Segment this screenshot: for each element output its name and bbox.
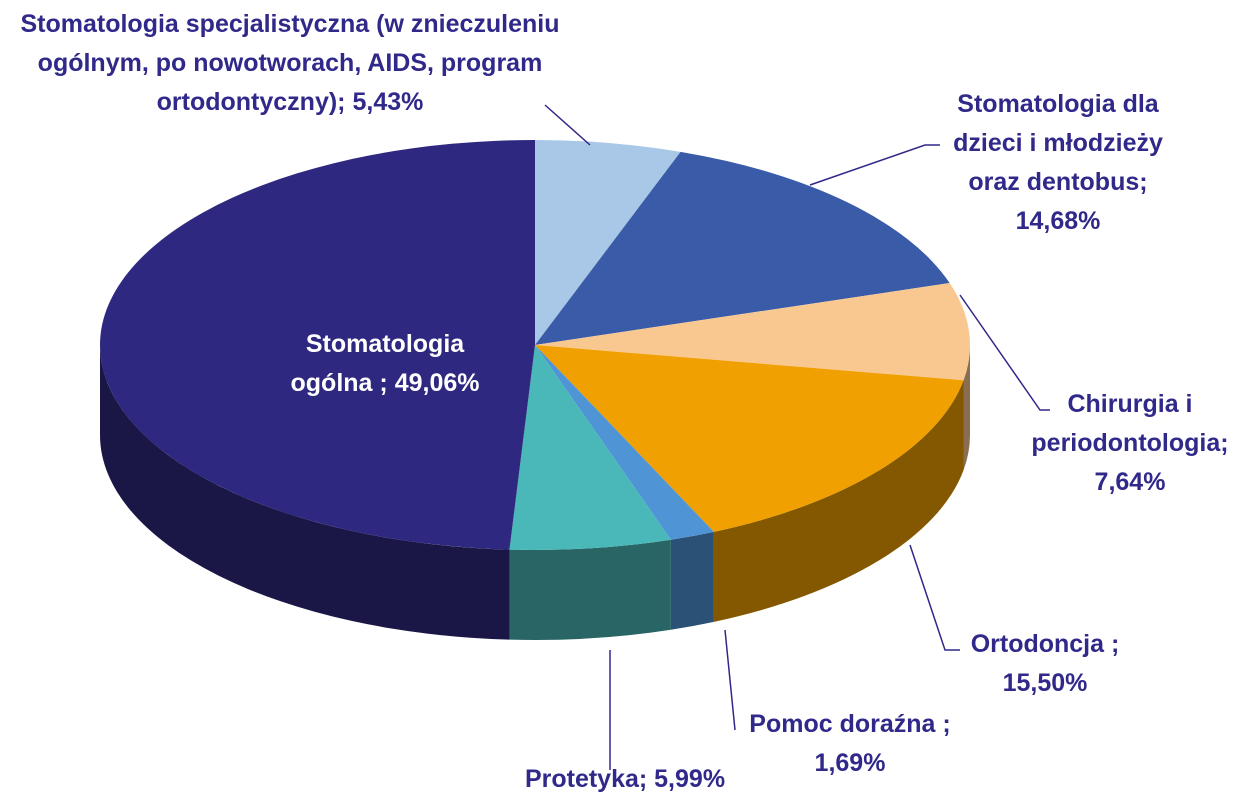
label-value: 1,69% — [814, 749, 886, 777]
slice-side — [963, 345, 970, 471]
slice — [509, 345, 671, 550]
data-label: Stomatologia specjalistyczna (w znieczul… — [10, 5, 570, 122]
label-value: 15,50% — [1002, 669, 1088, 697]
leader-line — [959, 294, 1050, 411]
leader-line — [909, 544, 960, 651]
leader-line — [544, 104, 591, 146]
data-label: Ortodoncja ; 15,50% — [945, 625, 1145, 703]
label-category: Stomatologia dla dzieci i młodzieży oraz… — [953, 90, 1163, 196]
data-label: Pomoc doraźna ; 1,69% — [730, 705, 970, 783]
slice-side — [509, 539, 671, 641]
data-label: Stomatologia ogólna ; 49,06% — [265, 325, 505, 403]
leader-line — [724, 629, 736, 731]
label-value: 7,64% — [1094, 468, 1166, 496]
label-value: 5,43% — [352, 88, 424, 116]
label-value: 14,68% — [1015, 207, 1101, 235]
label-category: Stomatologia specjalistyczna (w znieczul… — [20, 10, 560, 116]
label-value: 5,99% — [654, 765, 726, 793]
slice-side — [100, 345, 510, 640]
data-label: Protetyka; 5,99% — [465, 760, 785, 799]
slice — [535, 345, 964, 532]
slice — [99, 140, 535, 550]
slice — [535, 140, 681, 345]
label-category: Pomoc doraźna ; — [749, 710, 951, 738]
slice-side — [713, 380, 964, 622]
slice — [535, 151, 950, 345]
label-category: Chirurgia i periodontologia; — [1031, 390, 1229, 457]
label-value: 49,06% — [394, 369, 480, 397]
label-category: Ortodoncja ; — [970, 630, 1120, 658]
slice — [535, 345, 714, 540]
label-category: Protetyka; — [524, 765, 648, 793]
label-category: Stomatologia ogólna ; — [290, 330, 465, 397]
slice-side — [670, 531, 714, 630]
data-label: Chirurgia i periodontologia; 7,64% — [1025, 385, 1235, 502]
slice — [535, 283, 970, 381]
leader-line — [809, 144, 940, 186]
data-label: Stomatologia dla dzieci i młodzieży oraz… — [938, 85, 1178, 241]
